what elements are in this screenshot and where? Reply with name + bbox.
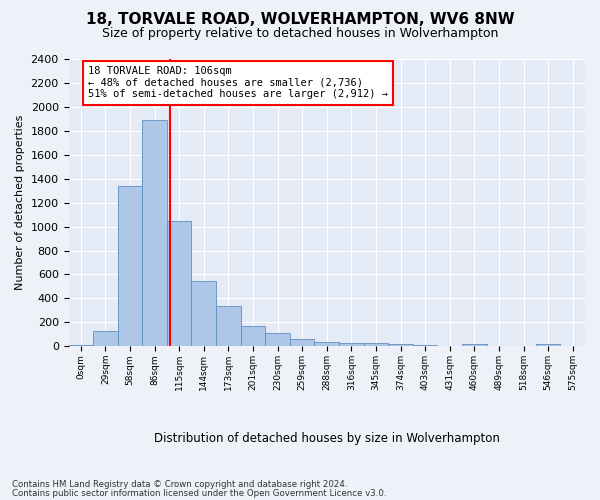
- Bar: [388, 344, 413, 346]
- Text: Contains public sector information licensed under the Open Government Licence v3: Contains public sector information licen…: [12, 489, 386, 498]
- Bar: [462, 344, 487, 346]
- Bar: [314, 342, 339, 346]
- Bar: [413, 344, 437, 346]
- Text: Size of property relative to detached houses in Wolverhampton: Size of property relative to detached ho…: [102, 28, 498, 40]
- X-axis label: Distribution of detached houses by size in Wolverhampton: Distribution of detached houses by size …: [154, 432, 500, 445]
- Bar: [536, 344, 560, 346]
- Bar: [191, 281, 216, 346]
- Text: 18 TORVALE ROAD: 106sqm
← 48% of detached houses are smaller (2,736)
51% of semi: 18 TORVALE ROAD: 106sqm ← 48% of detache…: [88, 66, 388, 100]
- Y-axis label: Number of detached properties: Number of detached properties: [15, 115, 25, 290]
- Bar: [265, 333, 290, 346]
- Text: Contains HM Land Registry data © Crown copyright and database right 2024.: Contains HM Land Registry data © Crown c…: [12, 480, 347, 489]
- Bar: [216, 306, 241, 346]
- Text: 18, TORVALE ROAD, WOLVERHAMPTON, WV6 8NW: 18, TORVALE ROAD, WOLVERHAMPTON, WV6 8NW: [86, 12, 514, 28]
- Bar: [118, 186, 142, 346]
- Bar: [241, 326, 265, 346]
- Bar: [290, 338, 314, 346]
- Bar: [142, 120, 167, 346]
- Bar: [364, 344, 388, 346]
- Bar: [68, 344, 93, 346]
- Bar: [93, 332, 118, 346]
- Bar: [167, 221, 191, 346]
- Bar: [339, 342, 364, 346]
